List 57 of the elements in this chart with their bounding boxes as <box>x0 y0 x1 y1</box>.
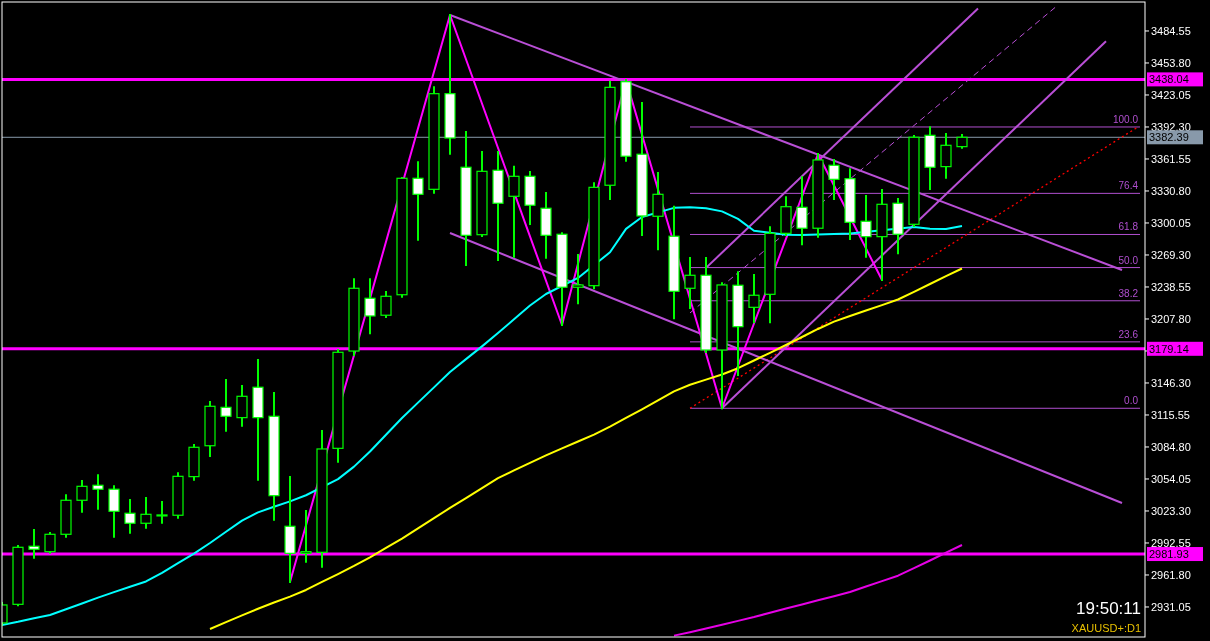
line-series <box>209 267 963 630</box>
y-tick-label: 3392.30 <box>1151 120 1191 133</box>
candlestick <box>236 384 248 428</box>
annotation: 50.0 <box>1118 254 1139 266</box>
y-tick-label: 3146.30 <box>1151 376 1191 389</box>
candlestick <box>412 160 424 242</box>
candlestick <box>796 175 808 247</box>
y-tick-label: 3453.80 <box>1151 56 1191 69</box>
ref-line-label: 3179.14 <box>1149 342 1189 355</box>
candlestick <box>364 277 376 336</box>
y-tick-label: 3484.55 <box>1151 24 1191 37</box>
y-tick-label: 2961.80 <box>1151 568 1191 581</box>
y-tick-label: 3084.80 <box>1151 440 1191 453</box>
y-tick-label: 3423.05 <box>1151 88 1191 101</box>
y-tick-label: 3238.55 <box>1151 280 1191 293</box>
candlestick <box>508 164 520 259</box>
annotation: 61.8 <box>1118 221 1139 233</box>
y-tick-label: 3207.80 <box>1151 312 1191 325</box>
candlestick <box>860 193 872 259</box>
candlestick <box>940 131 952 180</box>
y-tick-label: 3300.05 <box>1151 216 1191 229</box>
candlestick <box>220 377 232 433</box>
candlestick <box>828 157 840 201</box>
candlestick <box>684 256 696 310</box>
annotation: 23.6 <box>1118 328 1139 340</box>
candlestick <box>748 272 760 325</box>
candlestick <box>124 498 136 535</box>
line-series <box>673 544 963 637</box>
candlestick <box>156 500 168 525</box>
y-tick-label: 3269.30 <box>1151 248 1191 261</box>
annotation: 19:50:11 <box>1076 599 1141 618</box>
y-tick-label: 2992.55 <box>1151 536 1191 549</box>
y-tick-label: 3115.55 <box>1151 408 1190 421</box>
y-tick-label: 3054.05 <box>1151 472 1191 485</box>
line-series <box>2 206 963 626</box>
y-tick-label: 2931.05 <box>1151 600 1191 613</box>
candlestick <box>300 508 312 564</box>
candlestick <box>76 479 88 514</box>
y-tick-label: 3361.55 <box>1151 152 1191 165</box>
candlestick <box>140 495 152 530</box>
annotation: 100.0 <box>1112 113 1139 125</box>
y-tick-label: 3330.80 <box>1151 184 1191 197</box>
annotation: 76.4 <box>1118 180 1139 192</box>
annotation: 38.2 <box>1118 287 1139 299</box>
ref-line-label: 3438.04 <box>1149 73 1189 86</box>
annotation: 0.0 <box>1124 395 1139 407</box>
candlestick <box>44 530 56 555</box>
candlestick <box>380 290 392 319</box>
candlestick <box>28 528 40 560</box>
ref-line-label: 2981.93 <box>1149 547 1189 560</box>
candlestick <box>652 170 664 252</box>
y-tick-label: 3023.30 <box>1151 504 1191 517</box>
candlestick <box>108 484 120 539</box>
ref-line-label: 3382.39 <box>1149 131 1189 144</box>
candlestick <box>572 252 584 306</box>
annotation: XAUUSD+:D1 <box>1071 622 1141 634</box>
candlestick <box>92 473 104 511</box>
